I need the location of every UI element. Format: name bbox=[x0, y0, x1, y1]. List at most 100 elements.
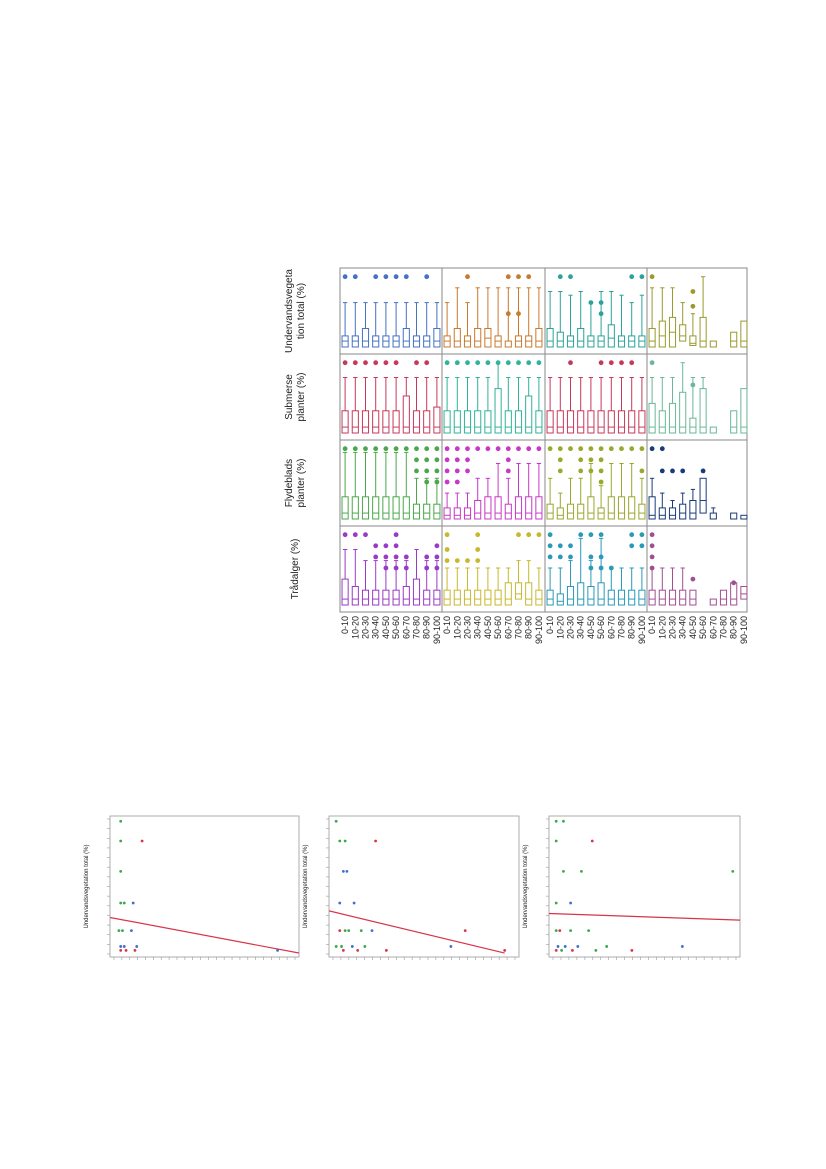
scatter-point bbox=[554, 901, 558, 905]
box-outlier bbox=[649, 565, 655, 571]
box-outlier bbox=[568, 446, 573, 452]
box-outlier bbox=[505, 457, 511, 463]
scatter-point bbox=[569, 901, 573, 905]
box-outlier bbox=[578, 446, 584, 452]
scatter-point bbox=[605, 945, 609, 948]
box-outlier bbox=[516, 532, 521, 538]
box-panel bbox=[341, 446, 441, 520]
box-body bbox=[372, 589, 380, 606]
box-outlier bbox=[568, 274, 573, 280]
box-outlier bbox=[495, 446, 501, 452]
box-body bbox=[546, 589, 554, 606]
box-body bbox=[709, 598, 717, 606]
box-body bbox=[658, 589, 666, 606]
box-outlier bbox=[475, 360, 481, 366]
box-outlier bbox=[670, 468, 675, 474]
box-body bbox=[699, 316, 707, 348]
box-outlier bbox=[393, 446, 399, 452]
scatter-point bbox=[554, 929, 558, 933]
category-label: 40-50 bbox=[688, 616, 698, 639]
box-body bbox=[361, 410, 370, 434]
box-body bbox=[402, 496, 410, 520]
category-label: 10-20 bbox=[350, 616, 360, 639]
box-body bbox=[372, 496, 380, 520]
scatter-point bbox=[129, 929, 133, 933]
scatter-point bbox=[135, 945, 139, 948]
box-outlier bbox=[578, 468, 584, 474]
box-body bbox=[504, 582, 512, 606]
box-outlier bbox=[403, 446, 409, 452]
category-label: 80-90 bbox=[422, 616, 432, 639]
category-label: 60-70 bbox=[401, 616, 411, 639]
scatter-point bbox=[334, 945, 338, 948]
box-outlier bbox=[526, 532, 532, 538]
box-body bbox=[546, 328, 554, 348]
category-label: 90-100 bbox=[432, 616, 442, 644]
box-body bbox=[351, 496, 359, 520]
box-outlier bbox=[393, 565, 399, 571]
scatter-plots: Undervandsvegetation total (%) Undervands… bbox=[84, 815, 741, 960]
scatter-point bbox=[503, 949, 507, 952]
box-body bbox=[453, 589, 461, 606]
box-outlier bbox=[649, 543, 655, 549]
scatter-point bbox=[119, 819, 123, 823]
box-outlier bbox=[557, 446, 563, 452]
box-outlier bbox=[424, 446, 430, 452]
box-outlier bbox=[516, 446, 521, 452]
row-label-line: planter (%) bbox=[296, 459, 307, 508]
box-outlier bbox=[649, 274, 655, 280]
box-body bbox=[372, 410, 380, 434]
box-body bbox=[463, 589, 472, 606]
box-body bbox=[504, 340, 512, 348]
box-outlier bbox=[424, 479, 430, 485]
row-label: Trådalger (%) bbox=[289, 539, 301, 600]
box-outlier bbox=[598, 457, 604, 463]
box-body bbox=[453, 507, 461, 520]
box-outlier bbox=[588, 457, 594, 463]
scatter-point bbox=[569, 929, 573, 933]
box-body bbox=[443, 589, 451, 606]
category-label: 30-40 bbox=[473, 616, 483, 639]
box-body bbox=[679, 324, 687, 342]
scatter-point bbox=[131, 901, 135, 905]
box-body bbox=[658, 410, 666, 434]
box-outlier bbox=[568, 554, 573, 560]
box-body bbox=[699, 477, 707, 514]
box-body bbox=[494, 589, 502, 606]
box-outlier bbox=[629, 360, 635, 366]
scatter-panel: Undervandsvegetation total (%) bbox=[84, 815, 300, 960]
scatter-point bbox=[340, 945, 343, 948]
box-outlier bbox=[598, 479, 604, 485]
box-body bbox=[679, 589, 687, 606]
box-outlier bbox=[526, 360, 532, 366]
box-outlier bbox=[454, 558, 460, 563]
box-body bbox=[658, 320, 666, 348]
box-body bbox=[341, 578, 349, 606]
category-label: 50-60 bbox=[493, 616, 503, 639]
box-body bbox=[484, 589, 492, 606]
box-outlier bbox=[342, 360, 348, 366]
box-outlier bbox=[547, 543, 553, 549]
box-outlier bbox=[424, 554, 430, 560]
box-panel bbox=[648, 446, 748, 520]
scatter-point bbox=[590, 839, 594, 843]
box-outlier bbox=[444, 457, 450, 463]
box-outlier bbox=[505, 360, 511, 366]
box-outlier bbox=[598, 360, 604, 366]
box-outlier bbox=[465, 468, 470, 474]
box-outlier bbox=[465, 457, 470, 463]
box-body bbox=[504, 410, 512, 434]
box-body bbox=[341, 410, 349, 434]
box-outlier bbox=[454, 457, 460, 463]
scatter-point bbox=[558, 929, 562, 933]
regression-line bbox=[110, 916, 299, 954]
row-label: Submerseplanter (%) bbox=[284, 373, 307, 422]
box-outlier bbox=[393, 274, 399, 280]
box-outlier bbox=[465, 446, 470, 452]
box-body bbox=[730, 582, 738, 606]
box-body bbox=[443, 410, 451, 434]
category-label: 70-80 bbox=[719, 616, 729, 639]
row-label: Flydebladsplanter (%) bbox=[284, 459, 307, 508]
box-outlier bbox=[680, 468, 686, 474]
box-outlier bbox=[383, 360, 389, 366]
